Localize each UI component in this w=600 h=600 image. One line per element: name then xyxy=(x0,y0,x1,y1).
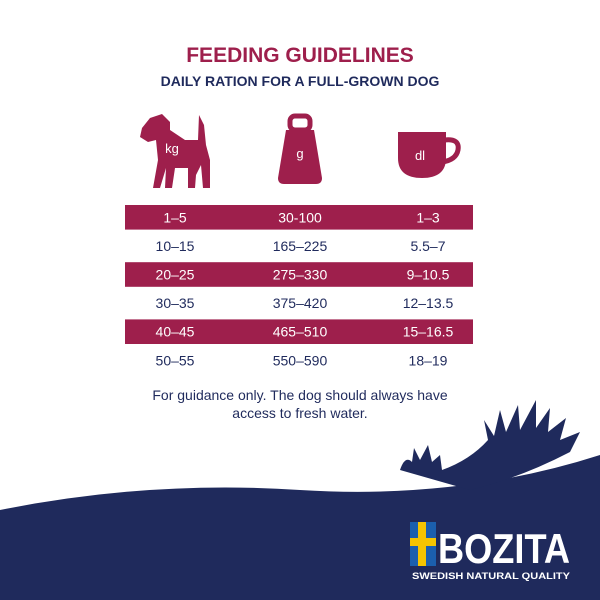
dog-icon xyxy=(140,114,210,188)
cell: 9–10.5 xyxy=(407,267,450,283)
footer-wave xyxy=(0,455,600,600)
cell: 465–510 xyxy=(273,324,328,340)
cup-handle xyxy=(441,137,461,165)
note: For guidance only. The dog should always… xyxy=(152,387,448,421)
cell: 40–45 xyxy=(156,324,195,340)
cell: 50–55 xyxy=(156,352,195,368)
row-band xyxy=(125,205,473,230)
icon-label: kg xyxy=(165,141,179,156)
flag-cross xyxy=(418,522,426,566)
cell: 10–15 xyxy=(156,238,195,254)
subtitle: DAILY RATION FOR A FULL-GROWN DOG xyxy=(161,73,440,89)
cell: 275–330 xyxy=(273,267,328,283)
cell: 1–3 xyxy=(416,209,440,225)
weight-icon xyxy=(278,130,322,184)
title: FEEDING GUIDELINES xyxy=(186,44,414,67)
row-band xyxy=(125,262,473,287)
cell: 30–35 xyxy=(156,295,195,311)
icon-label: g xyxy=(296,146,303,161)
cell: 550–590 xyxy=(273,352,328,368)
row-band xyxy=(125,319,473,344)
cup-icon xyxy=(398,132,446,178)
cell: 18–19 xyxy=(409,352,448,368)
cell: 5.5–7 xyxy=(410,238,445,254)
cell: 12–13.5 xyxy=(403,295,454,311)
cell: 165–225 xyxy=(273,238,328,254)
table: 1–5 30-100 1–3 10–15 165–225 5.5–7 20–25 275–33… xyxy=(125,205,473,368)
brand-name: BOZITA xyxy=(438,525,570,572)
weight-handle xyxy=(287,113,313,133)
cell: 20–25 xyxy=(156,267,195,283)
icon-label: dl xyxy=(415,148,425,163)
cell: 15–16.5 xyxy=(403,324,454,340)
cell: 1–5 xyxy=(163,209,187,225)
antler xyxy=(400,400,580,490)
cell: 375–420 xyxy=(273,295,328,311)
cell: 30-100 xyxy=(278,209,322,225)
brand-tagline: SWEDISH NATURAL QUALITY xyxy=(412,571,571,582)
